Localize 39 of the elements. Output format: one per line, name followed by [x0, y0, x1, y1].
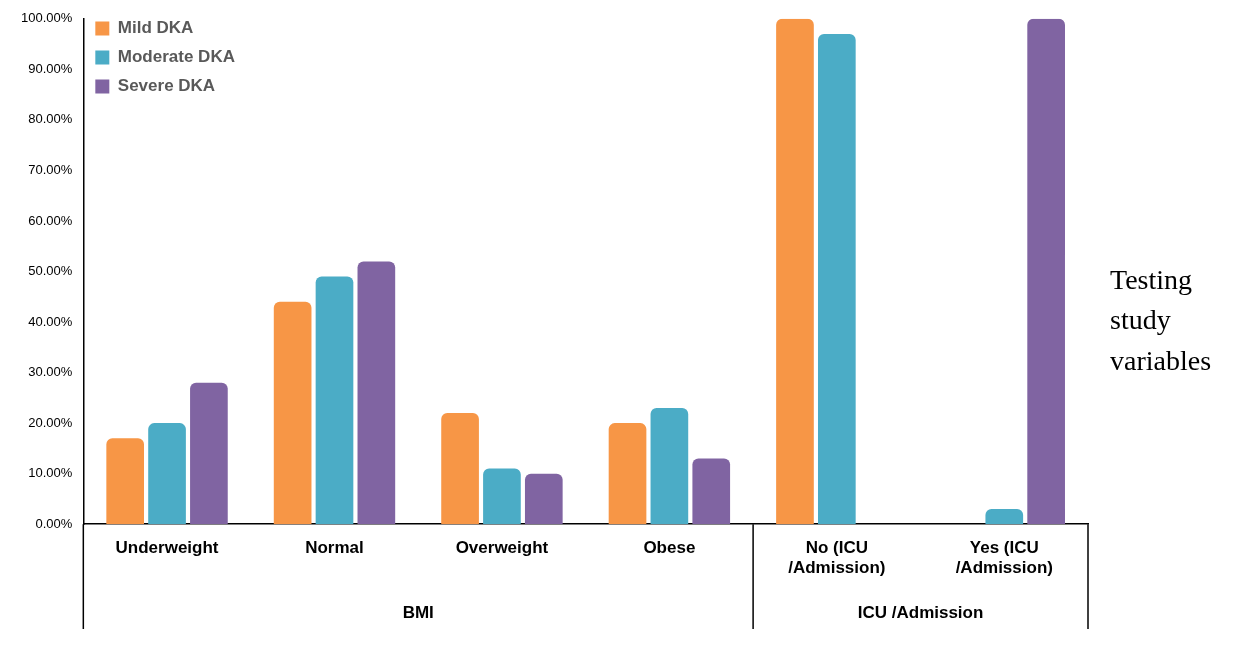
x-tick-label: Normal: [305, 538, 364, 558]
legend-label: Severe DKA: [117, 76, 216, 96]
text: BMI: [402, 602, 434, 622]
bar: [315, 276, 354, 525]
bar: [524, 473, 563, 525]
bar: [608, 423, 647, 525]
legend-label: Mild DKA: [117, 18, 194, 38]
y-tick-label: 90.00%: [28, 60, 73, 76]
y-tick-label: 20.00%: [28, 414, 73, 430]
bar: [357, 261, 396, 525]
bar: [692, 458, 731, 525]
text: Testing study variables: [1110, 262, 1213, 378]
y-tick-label: 50.00%: [28, 263, 73, 279]
bar: [776, 18, 814, 525]
x-tick-label: Obese: [643, 538, 696, 558]
x-tick-label: Underweight: [115, 538, 219, 558]
legend-label: Moderate DKA: [117, 47, 235, 67]
y-tick-label: 0.00%: [35, 515, 73, 531]
text: ICU /Admission: [857, 602, 984, 622]
bar: [273, 301, 312, 525]
x-tick-label: Overweight: [455, 538, 549, 558]
y-tick-label: 10.00%: [28, 465, 73, 481]
bar: [817, 33, 856, 525]
x-tick-label: Yes (ICU /Admission): [955, 538, 1053, 578]
bar: [190, 382, 228, 525]
y-tick-label: 30.00%: [28, 364, 73, 380]
bar: [106, 438, 145, 525]
bar: [985, 509, 1024, 525]
y-tick-label: 60.00%: [28, 212, 73, 228]
bar: [1027, 18, 1065, 525]
bar: [148, 423, 186, 525]
x-tick-label: No (ICU /Admission): [788, 538, 886, 578]
bar: [483, 468, 521, 525]
bar: [441, 413, 479, 525]
y-tick-label: 70.00%: [28, 162, 73, 177]
y-tick-label: 100.00%: [20, 10, 73, 26]
bar: [650, 407, 689, 525]
y-tick-label: 40.00%: [28, 313, 73, 329]
y-tick-label: 80.00%: [28, 111, 73, 127]
